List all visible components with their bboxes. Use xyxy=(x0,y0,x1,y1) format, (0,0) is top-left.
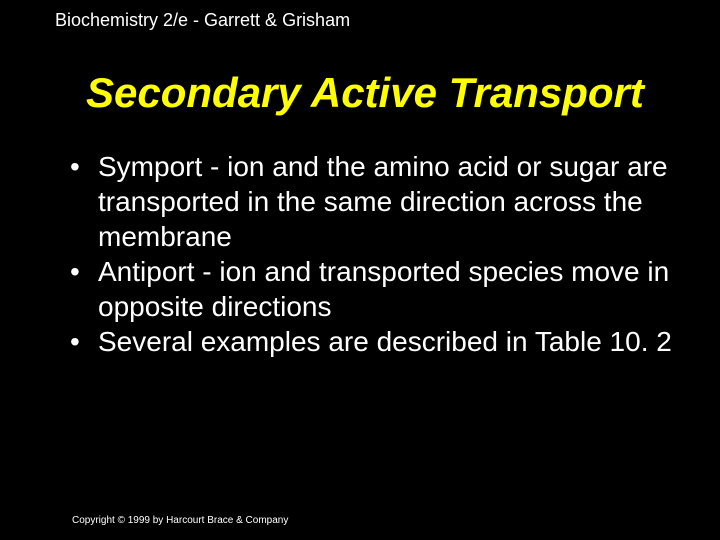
copyright-footer: Copyright © 1999 by Harcourt Brace & Com… xyxy=(72,515,288,526)
bullet-list: Symport - ion and the amino acid or suga… xyxy=(0,117,720,359)
list-item: Symport - ion and the amino acid or suga… xyxy=(70,149,720,254)
list-item: Several examples are described in Table … xyxy=(70,324,720,359)
slide-title: Secondary Active Transport xyxy=(0,31,720,117)
slide-header: Biochemistry 2/e - Garrett & Grisham xyxy=(0,0,720,31)
list-item: Antiport - ion and transported species m… xyxy=(70,254,720,324)
